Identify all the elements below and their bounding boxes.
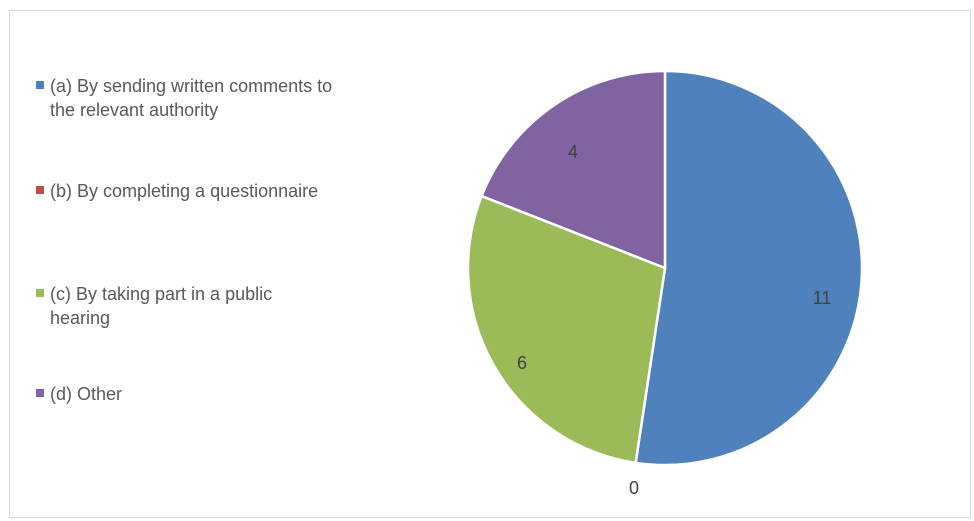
legend-label-c: (c) By taking part in a public hearing <box>50 284 273 328</box>
legend-swatch-c <box>36 289 44 297</box>
pie-slice-a <box>634 69 864 467</box>
legend-label-d: (d) Other <box>50 384 123 404</box>
legend-swatch-d <box>36 389 44 397</box>
data-label-d: 4 <box>568 142 578 162</box>
legend-item-b: (b) By completing a questionnaire <box>36 179 346 203</box>
legend-label-a: (a) By sending written comments to the r… <box>50 76 333 120</box>
data-label-b: 0 <box>629 478 639 498</box>
data-label-a: 11 <box>813 288 832 308</box>
legend-label-b: (b) By completing a questionnaire <box>50 181 319 201</box>
legend-item-a: (a) By sending written comments to the r… <box>36 74 346 122</box>
pie-slice-d <box>479 69 667 270</box>
data-label-c: 6 <box>517 353 527 373</box>
legend-item-d: (d) Other <box>36 382 346 406</box>
pie-slice-c <box>466 194 667 465</box>
legend-swatch-a <box>36 81 44 89</box>
legend-swatch-b <box>36 186 44 194</box>
legend-item-c: (c) By taking part in a public hearing <box>36 282 346 330</box>
